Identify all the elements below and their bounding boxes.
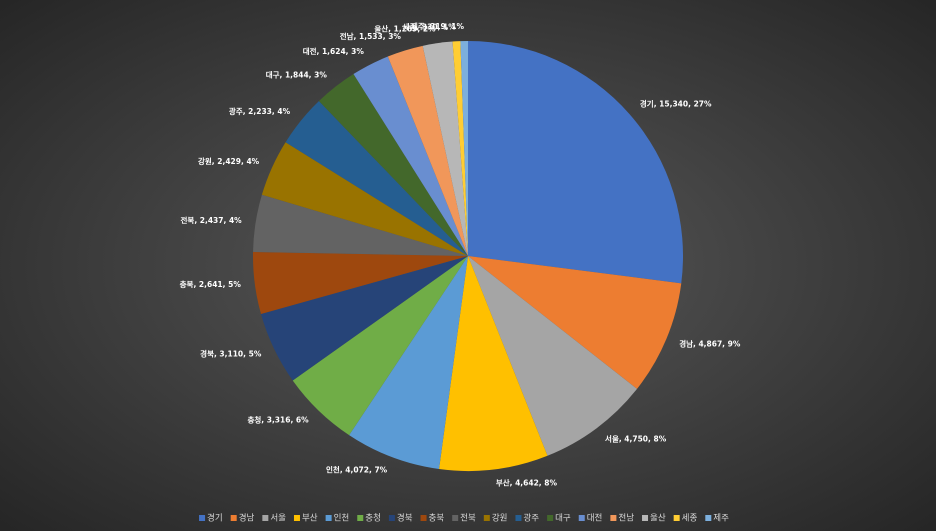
legend-label: 전남 — [618, 513, 634, 524]
pie-slice — [261, 142, 468, 256]
data-label: 대구, 1,844, 3% — [266, 70, 328, 80]
pie-slice — [252, 251, 468, 315]
legend-label: 충청 — [365, 514, 381, 524]
legend-swatch — [547, 515, 554, 521]
data-label: 전북, 2,437, 4% — [181, 215, 243, 225]
legend-label: 대구 — [555, 514, 571, 524]
data-label: 대전, 1,624, 3% — [303, 46, 365, 56]
legend-label: 대전 — [587, 513, 603, 524]
legend-swatch — [483, 515, 490, 521]
legend-swatch — [262, 515, 269, 521]
pie-slice — [460, 41, 468, 256]
legend-label: 세종 — [682, 514, 698, 524]
data-label: 제주, 319, 1% — [411, 21, 465, 31]
legend-label: 제주 — [713, 514, 729, 524]
pie-slice — [349, 256, 468, 470]
legend-label: 인천 — [334, 513, 350, 524]
legend-label: 충북 — [429, 514, 445, 524]
legend-label: 경기 — [207, 513, 223, 524]
legend-swatch — [452, 515, 459, 521]
pie-slice — [439, 256, 548, 471]
legend-swatch — [705, 515, 712, 521]
legend-swatch — [642, 515, 649, 521]
data-label: 부산, 4,642, 8% — [496, 477, 558, 487]
legend-swatch — [357, 515, 364, 521]
pie-slice — [468, 256, 638, 456]
pie-slice — [452, 41, 468, 256]
data-label: 충북, 2,641, 5% — [180, 279, 242, 289]
pie-slice — [318, 74, 468, 256]
legend-swatch — [515, 515, 522, 521]
legend-label: 울산 — [650, 513, 666, 524]
data-label: 서울, 4,750, 8% — [605, 433, 667, 443]
data-label: 충청, 3,316, 6% — [247, 414, 309, 424]
data-label: 인천, 4,072, 7% — [326, 464, 388, 474]
legend-label: 경남 — [239, 513, 255, 524]
pie-slice — [468, 41, 683, 284]
legend-swatch — [230, 515, 237, 521]
legend-label: 광주 — [523, 513, 539, 524]
legend: 경기 경남 서울 부산 인천 충청 경북 충북 전북 강원 광주 대구 대전 전남 울산 세종 제주 — [199, 513, 729, 524]
pie-slice — [285, 101, 468, 256]
legend-swatch — [578, 515, 585, 521]
legend-swatch — [610, 515, 617, 521]
pie-slice — [260, 256, 468, 381]
data-label: 광주, 2,233, 4% — [229, 106, 291, 116]
pie-slice — [253, 194, 468, 256]
legend-label: 강원 — [492, 513, 508, 524]
data-label: 세종, 330, 1% — [403, 21, 457, 31]
pie-slice — [468, 256, 682, 389]
pie-slice — [353, 56, 468, 256]
legend-swatch — [325, 515, 332, 521]
legend-label: 서울 — [270, 514, 286, 524]
data-label: 강원, 2,429, 4% — [198, 156, 260, 166]
pie-slice — [422, 41, 468, 256]
legend-swatch — [673, 515, 680, 521]
data-label: 전남, 1,533, 3% — [340, 31, 402, 41]
data-label: 울산, 1,269, 2% — [374, 23, 436, 33]
pie-slice — [292, 256, 468, 436]
legend-label: 부산 — [302, 513, 318, 524]
data-label: 경남, 4,867, 9% — [679, 339, 741, 349]
legend-swatch — [388, 515, 395, 521]
pie-slice — [387, 45, 468, 257]
data-label: 경기, 15,340, 27% — [640, 99, 712, 109]
legend-swatch — [199, 515, 206, 521]
legend-swatch — [420, 515, 427, 521]
data-label: 경북, 3,110, 5% — [200, 349, 262, 359]
legend-swatch — [293, 515, 300, 521]
legend-label: 경북 — [397, 513, 413, 524]
legend-label: 전북 — [460, 513, 476, 524]
